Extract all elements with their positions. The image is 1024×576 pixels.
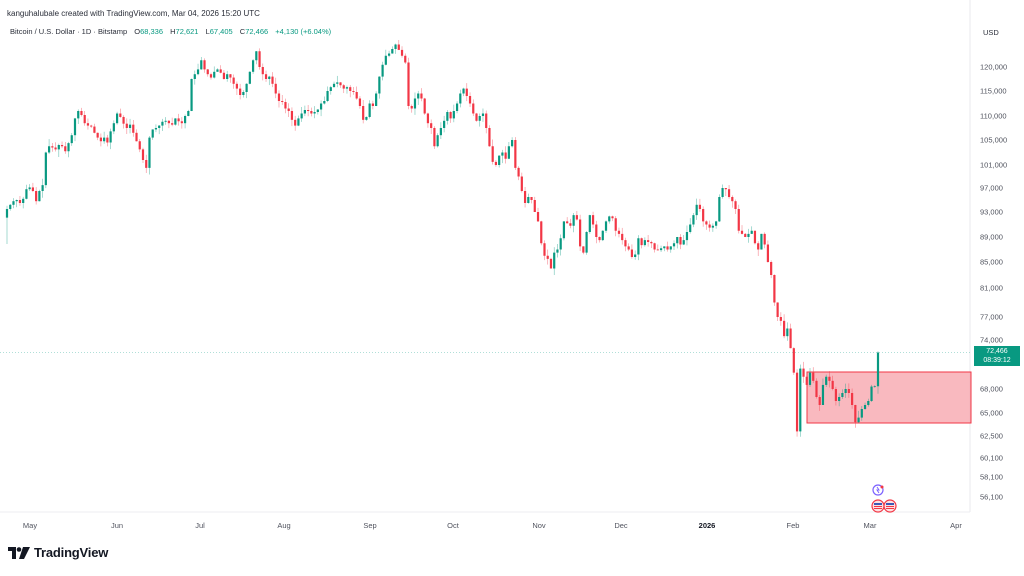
close-value: 72,466 bbox=[245, 27, 269, 36]
time-tick: Oct bbox=[447, 521, 459, 530]
open-label: O bbox=[134, 27, 141, 36]
time-tick: Mar bbox=[863, 521, 877, 530]
price-tick: 85,000 bbox=[980, 257, 1003, 267]
tradingview-logo-icon bbox=[8, 546, 30, 559]
close-label: C bbox=[239, 27, 246, 36]
candles-group bbox=[5, 40, 880, 437]
price-tick: 81,000 bbox=[980, 283, 1003, 293]
price-tick: 68,000 bbox=[980, 384, 1003, 394]
price-tick: 105,000 bbox=[980, 135, 1008, 145]
time-tick: Apr bbox=[950, 521, 962, 530]
open-value: 68,336 bbox=[140, 27, 164, 36]
price-tick: 97,000 bbox=[980, 183, 1003, 193]
change-value: +4,130 (+6.04%) bbox=[275, 27, 332, 36]
time-tick: Aug bbox=[277, 521, 291, 530]
price-tick: 65,000 bbox=[980, 408, 1003, 418]
price-tick: 115,000 bbox=[980, 86, 1007, 96]
us-flag-event-icon-2[interactable] bbox=[883, 499, 897, 513]
price-tick: 74,000 bbox=[980, 335, 1003, 345]
price-tick: 120,000 bbox=[980, 62, 1008, 72]
currency-label: USD bbox=[983, 28, 999, 37]
low-value: 67,405 bbox=[209, 27, 233, 36]
time-tick: Sep bbox=[363, 521, 377, 530]
price-tick: 58,100 bbox=[980, 472, 1003, 482]
us-flag-event-icon[interactable] bbox=[871, 499, 885, 513]
symbol-legend: Bitcoin / U.S. Dollar · 1D · Bitstamp O6… bbox=[10, 27, 331, 36]
crypto-event-icon[interactable] bbox=[872, 484, 884, 496]
high-value: 72,621 bbox=[175, 27, 199, 36]
high-label: H bbox=[170, 27, 176, 36]
time-tick: Dec bbox=[614, 521, 628, 530]
time-tick: Jun bbox=[110, 521, 124, 530]
last-price-tag: 72,466 08:39:12 bbox=[974, 346, 1020, 366]
price-tick: 56,100 bbox=[980, 492, 1003, 502]
attribution-text: kanguhalubale created with TradingView.c… bbox=[7, 9, 260, 18]
time-tick: 2026 bbox=[698, 521, 716, 530]
time-tick: Jul bbox=[195, 521, 205, 530]
low-label: L bbox=[205, 27, 210, 36]
price-tick: 77,000 bbox=[980, 312, 1003, 322]
time-tick: May bbox=[22, 521, 38, 530]
price-tick: 89,000 bbox=[980, 232, 1003, 242]
brand-name: TradingView bbox=[34, 545, 109, 560]
last-price-value: 72,466 bbox=[986, 348, 1008, 355]
price-tick: 110,000 bbox=[980, 111, 1007, 121]
event-markers[interactable] bbox=[869, 483, 905, 524]
price-tick: 62,500 bbox=[980, 431, 1003, 441]
price-tick: 93,000 bbox=[980, 207, 1003, 217]
support-zone-rectangle[interactable] bbox=[806, 371, 972, 424]
tradingview-logo[interactable]: TradingView bbox=[8, 545, 108, 560]
price-tick: 101,000 bbox=[980, 160, 1008, 170]
time-tick: Nov bbox=[532, 521, 546, 530]
time-tick: Feb bbox=[786, 521, 800, 530]
bar-countdown: 08:39:12 bbox=[983, 357, 1011, 364]
symbol-title[interactable]: Bitcoin / U.S. Dollar · 1D · Bitstamp bbox=[10, 27, 128, 36]
price-tick: 60,100 bbox=[980, 453, 1003, 463]
